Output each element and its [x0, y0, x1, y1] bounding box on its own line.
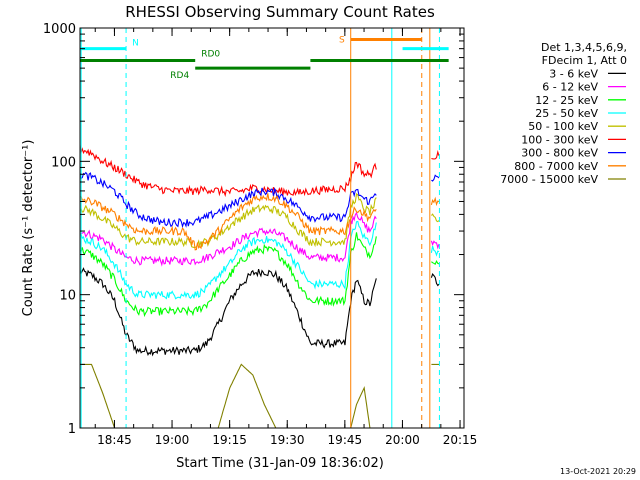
chart-title: RHESSI Observing Summary Count Rates	[125, 3, 435, 21]
plot-frame	[79, 27, 465, 429]
flag-label-rd4: RD4	[170, 71, 189, 81]
legend-label-7: 800 - 7000 keV	[514, 160, 598, 173]
legend-label-2: 12 - 25 keV	[535, 94, 598, 107]
x-axis-label: Start Time (31-Jan-09 18:36:02)	[176, 456, 384, 471]
timestamp: 13-Oct-2021 20:29	[560, 467, 636, 476]
x-tick-label-3: 19:30	[270, 433, 305, 447]
flag-label-n: N	[132, 39, 139, 49]
x-tick-label-5: 20:00	[385, 433, 420, 447]
legend-label-5: 100 - 300 keV	[521, 133, 598, 146]
series-line-8	[80, 363, 439, 429]
x-tick-label-0: 18:45	[97, 433, 132, 447]
y-tick-label-1: 10	[59, 289, 76, 304]
flag-label-s: S	[339, 35, 345, 45]
series-line-3	[79, 220, 440, 300]
x-tick-label-2: 19:15	[212, 433, 247, 447]
x-tick-label-4: 19:45	[328, 433, 363, 447]
legend-label-3: 25 - 50 keV	[535, 107, 598, 120]
legend-label-0: 3 - 6 keV	[549, 67, 598, 80]
series-line-7	[79, 193, 440, 251]
y-tick-label-0: 1	[68, 422, 76, 437]
legend-header-1: FDecim 1, Att 0	[542, 54, 627, 67]
flag-label-rd0: RD0	[201, 50, 220, 60]
series-line-5	[79, 144, 440, 198]
series-line-1	[79, 211, 440, 267]
y-axis-label: Count Rate (s⁻¹ detector⁻¹)	[21, 140, 36, 317]
legend-header-0: Det 1,3,4,5,6,9,	[541, 41, 627, 54]
y-tick-label-2: 100	[51, 155, 76, 170]
series-line-4	[79, 192, 440, 249]
series-line-2	[79, 232, 440, 318]
legend-label-8: 7000 - 15000 keV	[500, 173, 598, 186]
series-line-6	[79, 171, 440, 229]
plot-area: N RD0 RD4 S	[79, 28, 449, 429]
x-tick-label-6: 20:15	[443, 433, 478, 447]
legend-label-6: 300 - 800 keV	[521, 147, 598, 160]
x-tick-label-1: 19:00	[155, 433, 190, 447]
legend-label-4: 50 - 100 keV	[528, 120, 598, 133]
axes: 18:45 19:00 19:15 19:30 19:45 20:00 20:15 1 10 10…	[43, 22, 477, 447]
series-line-0	[79, 267, 440, 357]
legend: Det 1,3,4,5,6,9,FDecim 1, Att 03 - 6 keV…	[500, 41, 627, 186]
y-tick-label-3: 1000	[43, 22, 76, 37]
legend-label-1: 6 - 12 keV	[542, 81, 598, 94]
